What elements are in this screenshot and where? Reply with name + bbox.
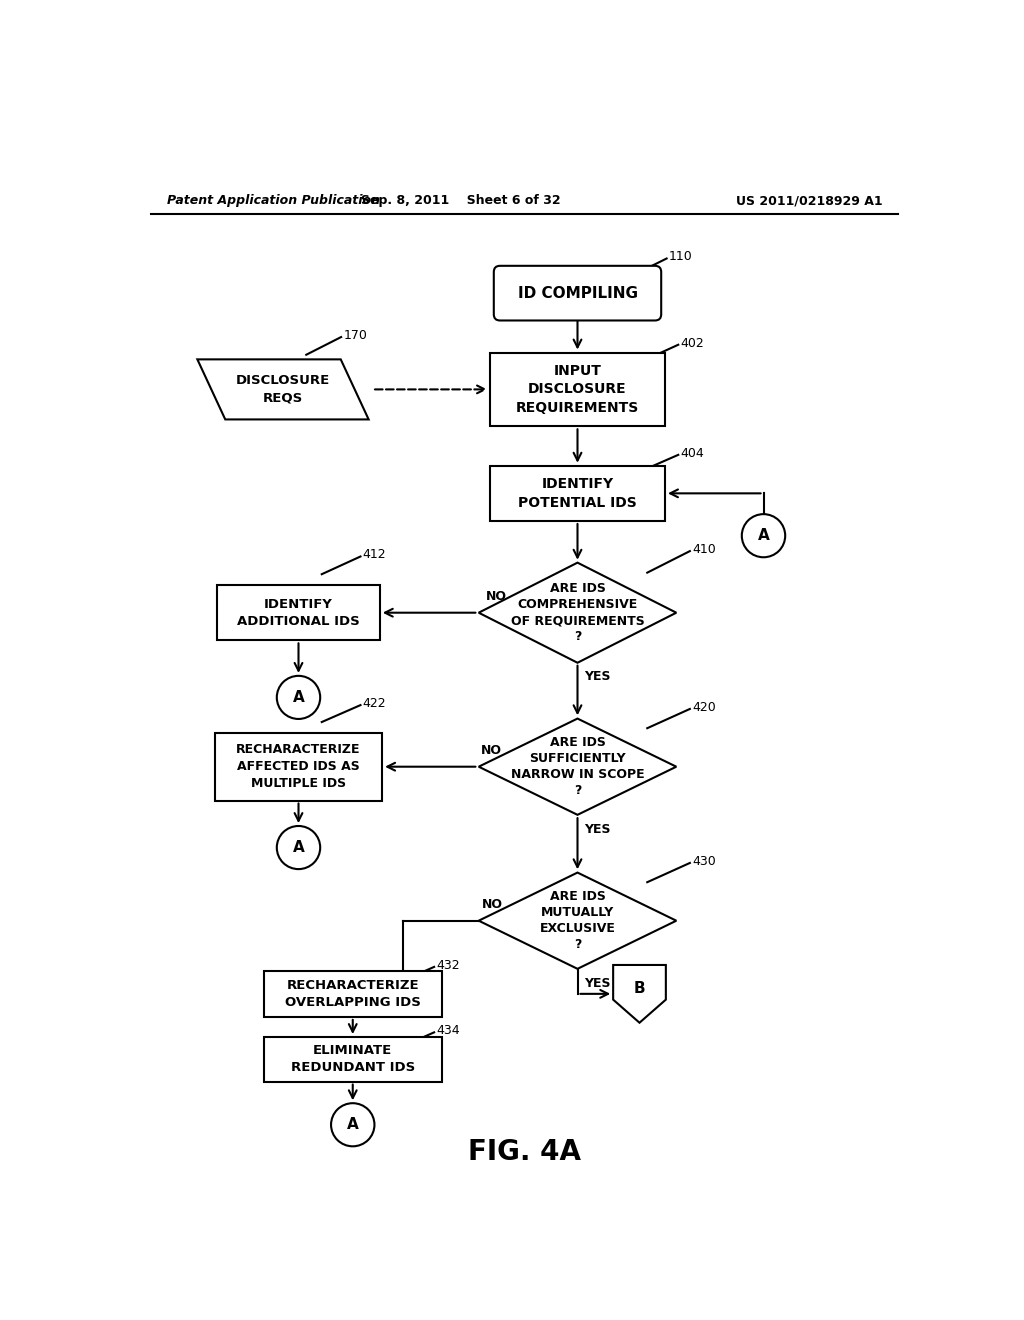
Text: NO: NO [486,590,507,603]
Text: 410: 410 [692,543,716,556]
Text: NO: NO [480,744,502,758]
Text: YES: YES [584,671,610,684]
Text: Sep. 8, 2011    Sheet 6 of 32: Sep. 8, 2011 Sheet 6 of 32 [361,194,561,207]
Text: RECHARACTERIZE
OVERLAPPING IDS: RECHARACTERIZE OVERLAPPING IDS [285,979,421,1008]
Text: A: A [758,528,769,544]
Bar [217,585,380,640]
Circle shape [331,1104,375,1146]
Text: FIG. 4A: FIG. 4A [468,1138,582,1166]
Text: US 2011/0218929 A1: US 2011/0218929 A1 [736,194,883,207]
Text: IDENTIFY
POTENTIAL IDS: IDENTIFY POTENTIAL IDS [518,477,637,510]
Text: ARE IDS
MUTUALLY
EXCLUSIVE
?: ARE IDS MUTUALLY EXCLUSIVE ? [540,890,615,952]
Bar [263,1038,442,1081]
Polygon shape [198,359,369,420]
Polygon shape [478,718,676,814]
Text: 170: 170 [343,329,368,342]
Text: 402: 402 [681,337,705,350]
Text: INPUT
DISCLOSURE
REQUIREMENTS: INPUT DISCLOSURE REQUIREMENTS [516,364,639,414]
Text: A: A [293,840,304,855]
Text: NO: NO [482,899,503,911]
Text: 110: 110 [669,251,692,264]
Text: YES: YES [584,977,610,990]
Text: IDENTIFY
ADDITIONAL IDS: IDENTIFY ADDITIONAL IDS [238,598,359,628]
Bar [490,466,665,521]
Text: 412: 412 [362,548,386,561]
Text: ELIMINATE
REDUNDANT IDS: ELIMINATE REDUNDANT IDS [291,1044,415,1074]
Text: ARE IDS
COMPREHENSIVE
OF REQUIREMENTS
?: ARE IDS COMPREHENSIVE OF REQUIREMENTS ? [511,582,644,643]
Circle shape [276,826,321,869]
Text: 430: 430 [692,855,716,869]
Polygon shape [478,562,676,663]
Text: RECHARACTERIZE
AFFECTED IDS AS
MULTIPLE IDS: RECHARACTERIZE AFFECTED IDS AS MULTIPLE … [237,743,360,791]
Text: 404: 404 [681,446,705,459]
Text: A: A [293,690,304,705]
Bar [215,733,382,800]
Text: Patent Application Publication: Patent Application Publication [167,194,380,207]
FancyBboxPatch shape [494,265,662,321]
Text: 420: 420 [692,701,716,714]
Polygon shape [613,965,666,1023]
Bar [263,970,442,1016]
Text: 432: 432 [436,958,460,972]
Bar [490,352,665,426]
Text: A: A [347,1117,358,1133]
Text: YES: YES [584,822,610,836]
Polygon shape [478,873,676,969]
Text: DISCLOSURE
REQS: DISCLOSURE REQS [236,375,330,404]
Text: 434: 434 [436,1024,460,1038]
Text: B: B [634,981,645,995]
Text: 422: 422 [362,697,386,710]
Circle shape [276,676,321,719]
Circle shape [741,515,785,557]
Text: ID COMPILING: ID COMPILING [517,285,638,301]
Text: ARE IDS
SUFFICIENTLY
NARROW IN SCOPE
?: ARE IDS SUFFICIENTLY NARROW IN SCOPE ? [511,737,644,797]
